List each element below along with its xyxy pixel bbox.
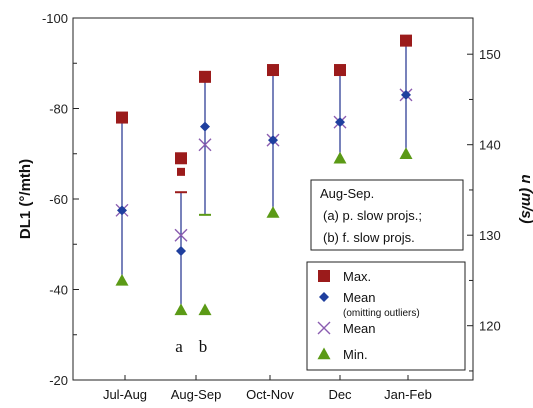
y-axis-label: DL1 (°/mth): [17, 159, 34, 239]
group-sub-label: b: [199, 337, 208, 356]
legend-label: Mean: [343, 290, 376, 305]
annotation-line-a: (a) p. slow projs.;: [323, 208, 422, 223]
y2-tick-label: 140: [479, 138, 501, 153]
y2-axis-label: u (m/s): [518, 174, 533, 223]
y-tick-label: -40: [49, 283, 68, 298]
mean-omit-marker: [401, 89, 411, 100]
mean-omit-marker: [176, 246, 186, 257]
x-tick-label: Jan-Feb: [384, 387, 432, 402]
y-tick-label: -100: [42, 11, 68, 26]
min-marker: [198, 303, 212, 316]
legend-marker-diamond: [319, 292, 329, 302]
annotation-title: Aug-Sep.: [320, 186, 374, 201]
min-marker: [399, 147, 413, 159]
max-marker: [199, 70, 211, 83]
mean-omit-marker: [200, 121, 210, 132]
legend-box: [306, 261, 466, 371]
legend-sublabel: (omitting outliers): [343, 308, 420, 319]
x-tick-label: Aug-Sep: [171, 387, 222, 402]
min-marker: [333, 151, 347, 164]
legend-marker-cross: [317, 321, 331, 335]
mean-marker: [198, 138, 212, 152]
y-tick-label: -60: [49, 192, 68, 207]
max-marker-secondary: [177, 167, 185, 176]
y2-tick-label: 130: [479, 228, 501, 243]
max-marker: [116, 111, 128, 124]
max-marker: [267, 64, 279, 77]
x-tick-label: Dec: [328, 387, 352, 402]
annotation-line-b: (b) f. slow projs.: [323, 230, 415, 245]
y2-tick-label: 150: [479, 47, 501, 62]
max-marker: [334, 64, 346, 77]
max-marker: [175, 152, 187, 165]
mean-omit-marker: [268, 135, 278, 146]
group-sub-label: a: [175, 337, 183, 356]
x-tick-label: Oct-Nov: [246, 387, 294, 402]
mean-omit-marker: [117, 205, 127, 216]
min-marker: [115, 273, 129, 286]
legend-marker-triangle: [317, 347, 331, 360]
y2-tick-label: 120: [479, 319, 501, 334]
x-tick-label: Jul-Aug: [103, 387, 147, 402]
legend-marker-square: [318, 270, 330, 282]
y-tick-label: -20: [49, 373, 68, 388]
legend-label: Max.: [343, 269, 371, 284]
annotation-box: [310, 179, 464, 251]
legend-label: Min.: [343, 347, 368, 362]
mean-omit-marker: [335, 117, 345, 128]
y-tick-label: -80: [49, 102, 68, 117]
min-marker: [266, 206, 280, 218]
min-marker: [174, 303, 188, 316]
max-marker: [400, 34, 412, 47]
mean-marker: [174, 228, 188, 242]
legend-label: Mean: [343, 321, 376, 336]
